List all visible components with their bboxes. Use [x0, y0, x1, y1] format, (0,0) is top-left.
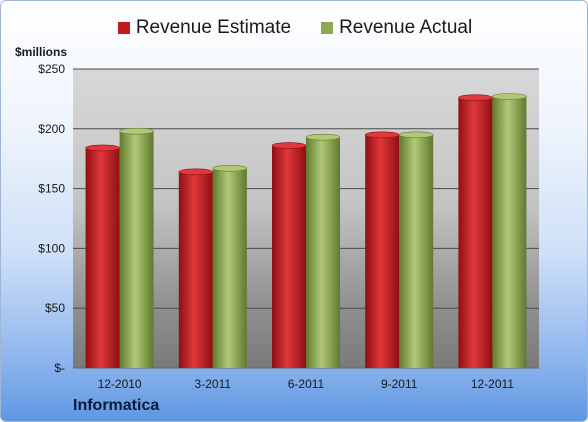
legend-label-actual: Revenue Actual	[339, 17, 473, 38]
bar-top	[398, 131, 434, 139]
legend: Revenue Estimate Revenue Actual	[1, 17, 587, 39]
x-tick-label: 9-2011	[381, 377, 418, 391]
legend-label-estimate: Revenue Estimate	[135, 17, 292, 38]
y-tick-label: $150	[38, 182, 65, 196]
y-axis-units: $millions	[15, 45, 68, 59]
bar-revenue-estimate	[178, 171, 213, 368]
bar-revenue-actual	[212, 168, 247, 368]
legend-item-estimate: Revenue Estimate	[117, 17, 292, 39]
bar-top	[85, 144, 120, 152]
bar-revenue-estimate	[365, 134, 400, 368]
bar-top	[305, 133, 341, 141]
x-tick-label: 12-2011	[471, 377, 514, 391]
bar-revenue-estimate	[458, 97, 493, 368]
x-tick-label: 12-2010	[98, 377, 142, 391]
bar-revenue-actual	[399, 134, 434, 368]
y-tick-label: $250	[38, 62, 65, 76]
bar-revenue-estimate	[85, 147, 120, 368]
bar-top	[178, 168, 214, 176]
bar-revenue-actual	[492, 96, 527, 369]
bar-top	[364, 131, 400, 139]
bar-top	[458, 94, 493, 102]
bar-revenue-actual	[119, 131, 154, 368]
legend-item-actual: Revenue Actual	[321, 17, 472, 39]
bar-revenue-estimate	[272, 145, 306, 368]
x-tick-label: 6-2011	[288, 377, 325, 391]
y-tick-label: $100	[38, 241, 65, 255]
x-tick-label: 3-2011	[195, 377, 232, 391]
y-tick-label: $50	[45, 301, 65, 315]
bar-top	[212, 164, 248, 172]
company-name: Informatica	[73, 397, 160, 414]
y-tick-label: $200	[38, 122, 65, 136]
bar-top	[492, 93, 527, 100]
bar-top	[271, 142, 307, 149]
legend-swatch-estimate	[117, 22, 130, 34]
legend-swatch-actual	[321, 22, 334, 34]
bar-revenue-actual	[306, 137, 340, 368]
y-tick-label: $-	[54, 361, 65, 375]
bar-top	[119, 127, 154, 135]
